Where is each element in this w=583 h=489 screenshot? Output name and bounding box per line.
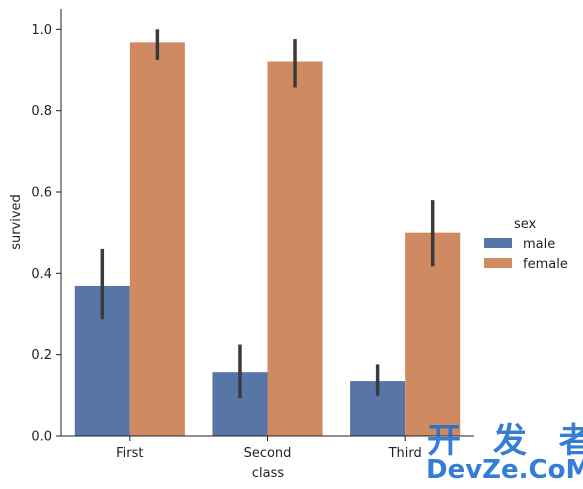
y-tick-label: 0.4 [31, 267, 52, 282]
bar-female-second [267, 61, 323, 437]
watermark-line1: 开 发 者 [427, 421, 583, 461]
legend: sex male female [484, 217, 568, 272]
legend-label-female: female [523, 257, 568, 272]
y-tick-label: 0.2 [31, 348, 52, 363]
x-tick-label: Third [388, 446, 422, 461]
legend-label-male: male [523, 237, 555, 252]
legend-items: male female [484, 237, 568, 272]
y-tick-label: 1.0 [31, 23, 52, 38]
y-axis-label: survived [9, 194, 24, 250]
watermark-line2: DevZe.CoM [426, 455, 583, 485]
bar-female-third [405, 232, 461, 436]
bars-layer [74, 42, 461, 437]
x-tick-label: Second [244, 446, 292, 461]
y-tick-label: 0.6 [31, 186, 52, 201]
x-tick-label: First [116, 446, 143, 461]
legend-title: sex [514, 217, 537, 232]
legend-swatch-male [484, 238, 512, 248]
watermark: 开 发 者 DevZe.CoM [426, 421, 583, 485]
x-ticks: First Second Third [116, 436, 422, 461]
bar-female-first [129, 42, 185, 436]
y-tick-label: 0.0 [31, 430, 52, 445]
x-axis-label: class [252, 466, 284, 481]
legend-swatch-female [484, 258, 512, 268]
y-tick-label: 0.8 [31, 104, 52, 119]
y-ticks: 0.0 0.2 0.4 0.6 0.8 1.0 [31, 23, 61, 445]
error-bars-layer [100, 29, 435, 399]
